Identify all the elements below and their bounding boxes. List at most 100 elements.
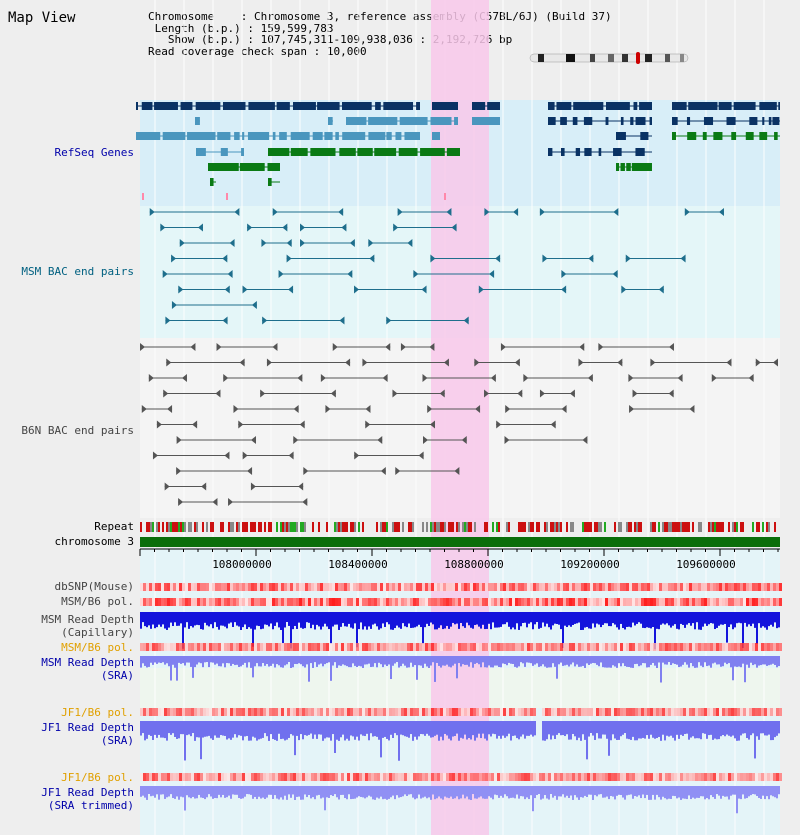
pol-cell (518, 598, 521, 606)
pol-cell (458, 708, 461, 716)
pol-cell (329, 643, 332, 651)
depth-bar (404, 656, 406, 666)
pol-cell (338, 773, 341, 781)
pol-cell (275, 773, 278, 781)
tick-label: 108800000 (444, 558, 504, 571)
repeat-mark (768, 522, 770, 532)
depth-bar (390, 786, 392, 798)
gene-exon (749, 117, 758, 125)
chromosome-bar[interactable] (140, 537, 780, 547)
pol-cell (584, 598, 587, 606)
repeat-mark (710, 522, 712, 532)
pol-cell (422, 643, 425, 651)
pol-cell (242, 598, 245, 606)
depth-bar (220, 721, 222, 736)
depth-bar (234, 786, 236, 795)
depth-bar (450, 721, 452, 741)
pol-cell (359, 708, 362, 716)
depth-bar (492, 786, 494, 800)
depth-bar (424, 612, 426, 628)
pol-cell (308, 643, 311, 651)
pol-cell (164, 583, 167, 591)
pol-cell (617, 708, 620, 716)
depth-bar (284, 786, 286, 796)
depth-bar (750, 721, 752, 736)
depth-bar (770, 612, 772, 625)
pol-cell (212, 773, 215, 781)
depth-bar (674, 612, 676, 625)
depth-bar (704, 612, 706, 624)
pol-cell (422, 708, 425, 716)
depth-bar (184, 612, 186, 628)
depth-bar (756, 721, 758, 737)
depth-bar (540, 656, 542, 667)
depth-bar (408, 786, 410, 795)
pol-cell (176, 598, 179, 606)
depth-bar (326, 786, 328, 798)
pol-cell (473, 583, 476, 591)
bac-end (165, 316, 171, 325)
bac-end (500, 343, 506, 351)
msm-bac-track[interactable] (149, 208, 724, 325)
repeat-mark (614, 522, 616, 532)
pol-cell (206, 773, 209, 781)
pol-cell (149, 643, 152, 651)
depth-bar (356, 656, 358, 668)
pol-cell (755, 643, 758, 651)
pol-cell (617, 598, 620, 606)
depth-bar (768, 656, 770, 666)
data-tracks[interactable] (140, 583, 782, 814)
pol-cell (536, 598, 539, 606)
depth-bar (458, 656, 460, 664)
depth-bar (682, 721, 684, 736)
pol-cell (296, 598, 299, 606)
pol-cell (269, 583, 272, 591)
repeat-mark (556, 522, 558, 532)
depth-bar (748, 721, 750, 740)
pol-cell (656, 583, 659, 591)
pol-cell (434, 598, 437, 606)
pol-cell (299, 773, 302, 781)
depth-bar (194, 721, 196, 741)
pol-cell (341, 773, 344, 781)
depth-bar (422, 786, 424, 798)
pol-cell (269, 643, 272, 651)
b6n-bac-track[interactable] (140, 343, 778, 506)
repeat-mark (462, 522, 464, 532)
depth-bar (174, 721, 176, 737)
depth-bar (270, 786, 272, 795)
pol-cell (368, 583, 371, 591)
depth-bar (594, 721, 596, 740)
depth-bar (290, 612, 292, 649)
repeat-mark (732, 522, 734, 532)
gene-exon (640, 132, 649, 140)
repeat-mark (222, 522, 224, 532)
gene-exon (290, 132, 310, 140)
pol-cell (464, 773, 467, 781)
bac-end (260, 389, 266, 398)
depth-bar (570, 612, 572, 627)
depth-bar (730, 656, 732, 668)
depth-bar (234, 656, 236, 666)
pol-cell (206, 643, 209, 651)
depth-bar (388, 612, 390, 625)
depth-bar (608, 612, 610, 627)
depth-bar (688, 786, 690, 796)
depth-bar (278, 721, 280, 734)
repeat-track[interactable] (140, 522, 776, 532)
pol-cell (410, 643, 413, 651)
depth-bar (684, 786, 686, 799)
depth-bar (382, 721, 384, 738)
depth-bar (292, 786, 294, 795)
chromosome-ideogram[interactable] (529, 52, 689, 64)
pol-cell (716, 708, 719, 716)
bac-end (349, 239, 355, 247)
depth-bar (486, 786, 488, 799)
bac-end (588, 254, 594, 263)
pol-cell (170, 643, 173, 651)
pol-cell (632, 643, 635, 651)
refseq-genes-track[interactable] (136, 102, 780, 200)
repeat-mark (258, 522, 260, 532)
repeat-mark (162, 522, 164, 532)
